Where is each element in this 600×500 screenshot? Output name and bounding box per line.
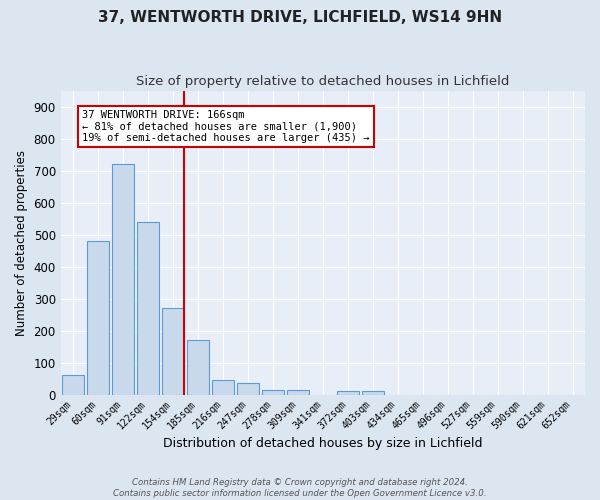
Text: 37 WENTWORTH DRIVE: 166sqm
← 81% of detached houses are smaller (1,900)
19% of s: 37 WENTWORTH DRIVE: 166sqm ← 81% of deta… [82, 110, 370, 143]
Bar [162, 308, 184, 394]
Bar [87, 241, 109, 394]
Bar [62, 376, 85, 394]
X-axis label: Distribution of detached houses by size in Lichfield: Distribution of detached houses by size … [163, 437, 482, 450]
Text: 37, WENTWORTH DRIVE, LICHFIELD, WS14 9HN: 37, WENTWORTH DRIVE, LICHFIELD, WS14 9HN [98, 10, 502, 25]
Bar [112, 164, 134, 394]
Bar [287, 390, 309, 394]
Y-axis label: Number of detached properties: Number of detached properties [15, 150, 28, 336]
Text: Contains HM Land Registry data © Crown copyright and database right 2024.
Contai: Contains HM Land Registry data © Crown c… [113, 478, 487, 498]
Bar [337, 392, 359, 394]
Bar [236, 384, 259, 394]
Bar [262, 390, 284, 394]
Bar [187, 340, 209, 394]
Bar [212, 380, 234, 394]
Title: Size of property relative to detached houses in Lichfield: Size of property relative to detached ho… [136, 75, 509, 88]
Bar [137, 222, 159, 394]
Bar [362, 392, 384, 394]
